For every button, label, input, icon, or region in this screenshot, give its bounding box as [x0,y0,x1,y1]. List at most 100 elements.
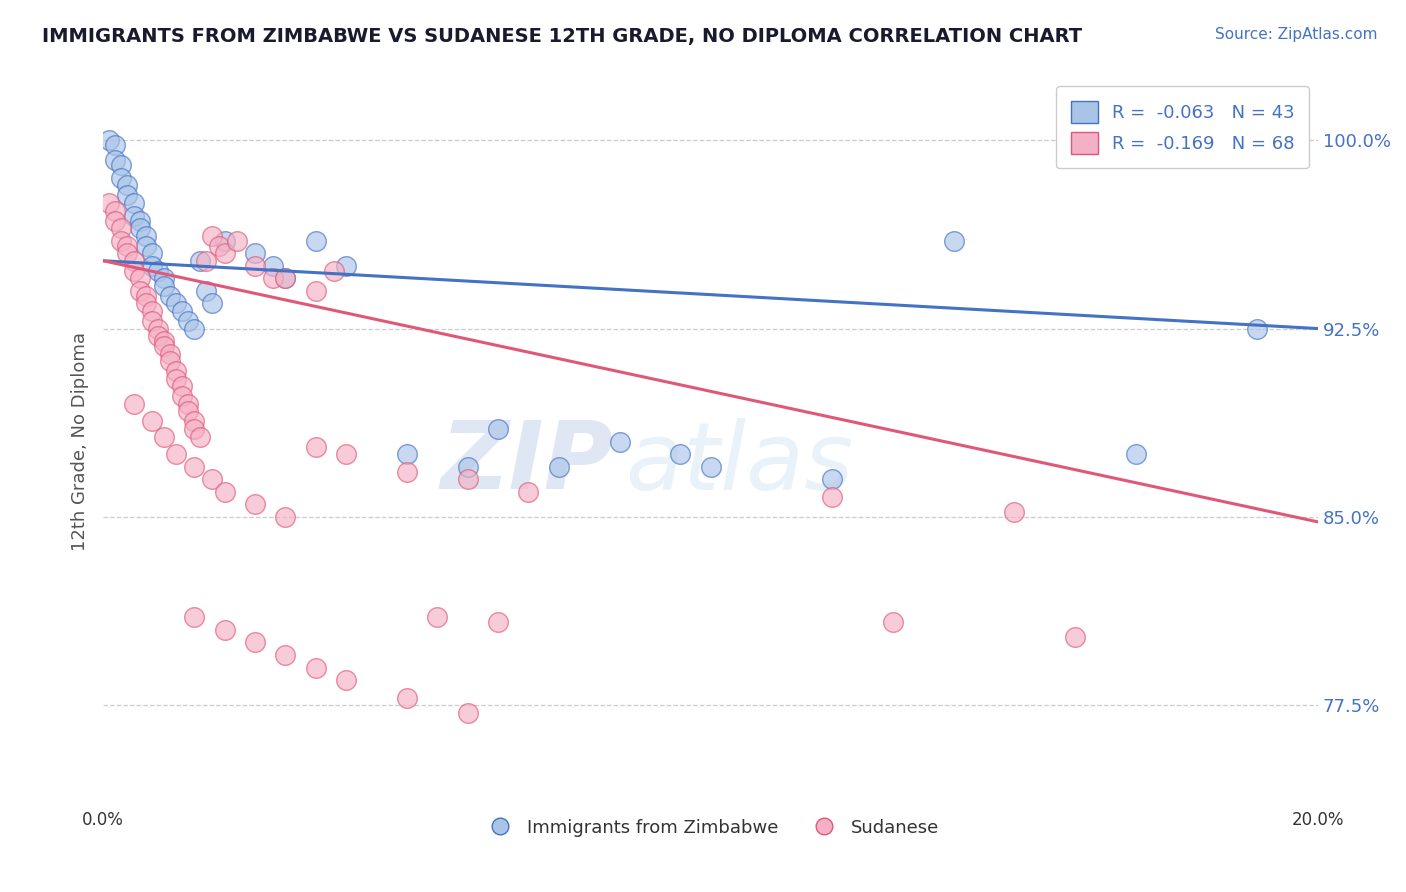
Text: atlas: atlas [626,418,853,509]
Point [128,284,150,298]
Point [135,228,157,243]
Legend: Immigrants from Zimbabwe, Sudanese: Immigrants from Zimbabwe, Sudanese [475,812,946,844]
Point [153,271,176,285]
Point [165,372,187,386]
Point [699,459,721,474]
Point [183,610,205,624]
Point [141,415,163,429]
Point [165,296,187,310]
Point [183,321,205,335]
Point [669,447,692,461]
Point [274,509,297,524]
Point [305,660,328,674]
Point [153,278,176,293]
Point [395,465,418,479]
Point [1002,505,1025,519]
Point [201,228,224,243]
Point [225,234,247,248]
Point [128,271,150,285]
Point [188,429,211,443]
Point [153,339,176,353]
Point [172,389,194,403]
Point [486,422,509,436]
Point [104,153,127,168]
Point [110,158,132,172]
Point [117,178,139,193]
Point [177,404,200,418]
Point [457,472,479,486]
Point [172,379,194,393]
Point [98,133,121,147]
Point [262,271,284,285]
Point [153,334,176,348]
Point [128,213,150,227]
Point [547,459,569,474]
Point [609,434,631,449]
Point [262,259,284,273]
Point [274,271,297,285]
Point [274,271,297,285]
Point [183,459,205,474]
Point [141,314,163,328]
Point [177,314,200,328]
Point [117,246,139,260]
Point [201,472,224,486]
Point [395,447,418,461]
Point [1125,447,1147,461]
Point [188,253,211,268]
Point [243,635,266,649]
Point [146,264,169,278]
Point [214,234,236,248]
Point [128,221,150,235]
Point [117,238,139,252]
Point [395,690,418,705]
Point [122,209,145,223]
Point [165,364,187,378]
Point [159,354,181,368]
Point [457,706,479,720]
Point [159,289,181,303]
Point [110,221,132,235]
Point [104,213,127,227]
Point [110,234,132,248]
Point [135,296,157,310]
Point [122,253,145,268]
Point [135,289,157,303]
Point [183,422,205,436]
Point [195,253,218,268]
Point [214,623,236,637]
Point [305,284,328,298]
Point [517,484,540,499]
Point [323,264,346,278]
Point [426,610,449,624]
Point [104,138,127,153]
Point [141,246,163,260]
Point [486,615,509,630]
Point [821,490,844,504]
Point [821,472,844,486]
Point [117,188,139,202]
Point [243,246,266,260]
Point [146,329,169,343]
Point [146,321,169,335]
Point [183,415,205,429]
Point [882,615,904,630]
Point [942,234,965,248]
Point [172,304,194,318]
Text: Source: ZipAtlas.com: Source: ZipAtlas.com [1215,27,1378,42]
Point [207,238,229,252]
Point [195,284,218,298]
Point [274,648,297,662]
Point [98,196,121,211]
Point [305,440,328,454]
Point [110,170,132,185]
Point [335,673,357,687]
Point [122,196,145,211]
Text: IMMIGRANTS FROM ZIMBABWE VS SUDANESE 12TH GRADE, NO DIPLOMA CORRELATION CHART: IMMIGRANTS FROM ZIMBABWE VS SUDANESE 12T… [42,27,1083,45]
Point [243,259,266,273]
Point [153,429,176,443]
Point [122,264,145,278]
Point [335,447,357,461]
Point [214,484,236,499]
Point [141,304,163,318]
